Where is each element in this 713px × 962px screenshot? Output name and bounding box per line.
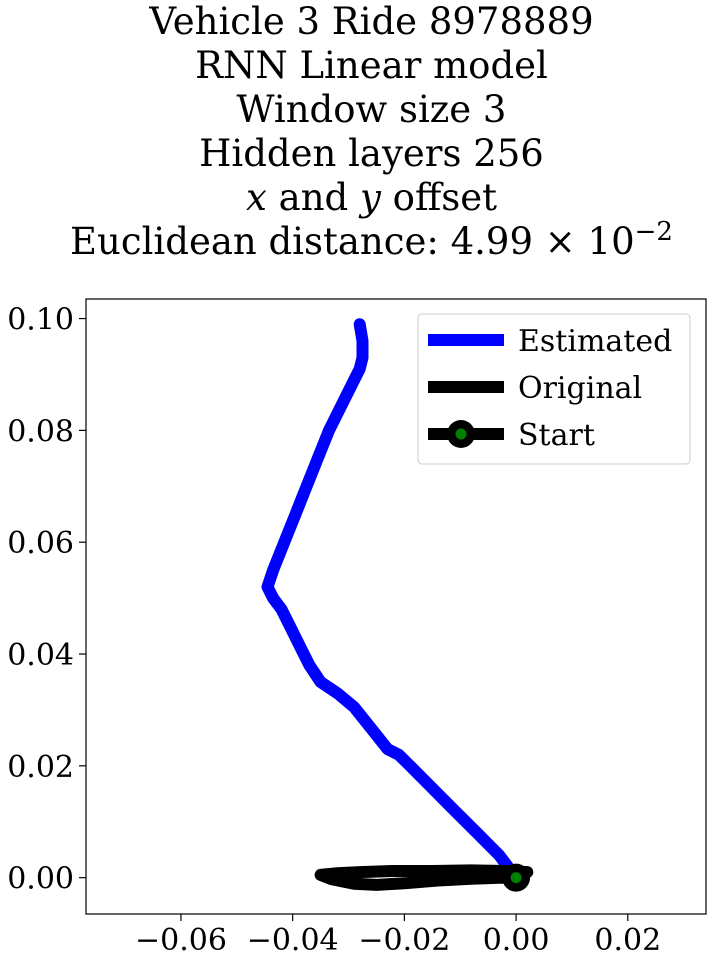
x-tick-label: −0.06 — [135, 923, 227, 958]
legend: Estimated Original Start — [417, 313, 691, 465]
estimated-series-line — [261, 318, 523, 884]
x-tick-label: 0.02 — [594, 923, 661, 958]
title-dist-exp: −2 — [634, 217, 673, 247]
title-offset-and: and — [266, 176, 360, 219]
x-tick-label: −0.02 — [358, 923, 450, 958]
y-tick-label: 0.02 — [7, 750, 74, 785]
original-series-line — [314, 864, 534, 891]
y-tick-label: 0.06 — [7, 526, 74, 561]
title-dist-mantissa: 4.99 — [450, 220, 533, 263]
series-layer — [261, 318, 534, 892]
plot-frame — [85, 298, 707, 915]
title-line-model: RNN Linear model — [195, 44, 548, 87]
legend-start-label: Start — [518, 418, 595, 453]
title-dist-prefix: Euclidean distance: — [70, 220, 451, 263]
ticks-layer: −0.06 −0.04 −0.02 0.00 0.02 0.00 0.02 0.04 0.06 0… — [7, 303, 661, 958]
title-dist-base: 10 — [587, 220, 635, 263]
x-tick-label: −0.04 — [247, 923, 339, 958]
x-tick-label: 0.00 — [483, 923, 550, 958]
start-marker-inner — [510, 872, 522, 884]
legend-start-marker-inner — [455, 428, 467, 440]
title-line-vehicle: Vehicle 3 Ride 8978889 — [149, 0, 594, 43]
y-tick-label: 0.08 — [7, 414, 74, 449]
y-tick-label: 0.10 — [7, 303, 74, 338]
legend-box — [417, 313, 691, 465]
title-line-offset: x and y offset — [30, 176, 713, 220]
chart-title: Vehicle 3 Ride 8978889 RNN Linear model … — [0, 0, 713, 264]
title-line-distance: Euclidean distance: 4.99 × 10−2 — [30, 217, 713, 264]
title-dist-times: × — [544, 220, 576, 263]
title-offset-rest: offset — [380, 176, 497, 219]
y-tick-label: 0.00 — [7, 862, 74, 897]
title-offset-y: y — [360, 176, 381, 219]
legend-estimated-label: Estimated — [518, 324, 672, 359]
title-line-hidden: Hidden layers 256 — [199, 132, 544, 175]
title-offset-x: x — [246, 176, 267, 219]
legend-original-label: Original — [518, 371, 642, 406]
y-tick-label: 0.04 — [7, 638, 74, 673]
title-line-window: Window size 3 — [236, 88, 507, 131]
